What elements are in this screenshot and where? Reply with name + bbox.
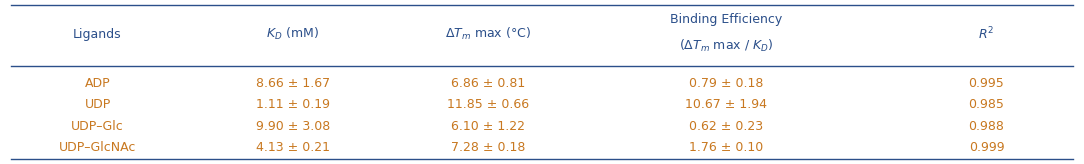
Text: 0.79 ± 0.18: 0.79 ± 0.18 [689,77,763,90]
Text: ($\Delta T_m$ max / $K_D$): ($\Delta T_m$ max / $K_D$) [679,38,774,54]
Text: 1.11 ± 0.19: 1.11 ± 0.19 [256,98,330,112]
Text: 1.76 ± 0.10: 1.76 ± 0.10 [689,141,763,154]
Text: 6.86 ± 0.81: 6.86 ± 0.81 [451,77,525,90]
Text: $K_D$ (mM): $K_D$ (mM) [267,26,319,42]
Text: $\Delta T_m$ max (°C): $\Delta T_m$ max (°C) [444,26,531,42]
Text: 0.985: 0.985 [968,98,1005,112]
Text: 0.995: 0.995 [969,77,1004,90]
Text: 6.10 ± 1.22: 6.10 ± 1.22 [451,120,525,133]
Text: 11.85 ± 0.66: 11.85 ± 0.66 [447,98,529,112]
Text: UDP–GlcNAc: UDP–GlcNAc [59,141,137,154]
Text: 0.999: 0.999 [969,141,1004,154]
Text: 8.66 ± 1.67: 8.66 ± 1.67 [256,77,330,90]
Text: 0.988: 0.988 [968,120,1005,133]
Text: $R^2$: $R^2$ [979,26,994,43]
Text: 9.90 ± 3.08: 9.90 ± 3.08 [256,120,330,133]
Text: UDP–Glc: UDP–Glc [72,120,124,133]
Text: Binding Efficiency: Binding Efficiency [670,13,783,26]
Text: 0.62 ± 0.23: 0.62 ± 0.23 [689,120,763,133]
Text: 4.13 ± 0.21: 4.13 ± 0.21 [256,141,330,154]
Text: UDP: UDP [85,98,111,112]
Text: 7.28 ± 0.18: 7.28 ± 0.18 [451,141,525,154]
Text: ADP: ADP [85,77,111,90]
Text: 10.67 ± 1.94: 10.67 ± 1.94 [685,98,767,112]
Text: Ligands: Ligands [74,28,121,41]
